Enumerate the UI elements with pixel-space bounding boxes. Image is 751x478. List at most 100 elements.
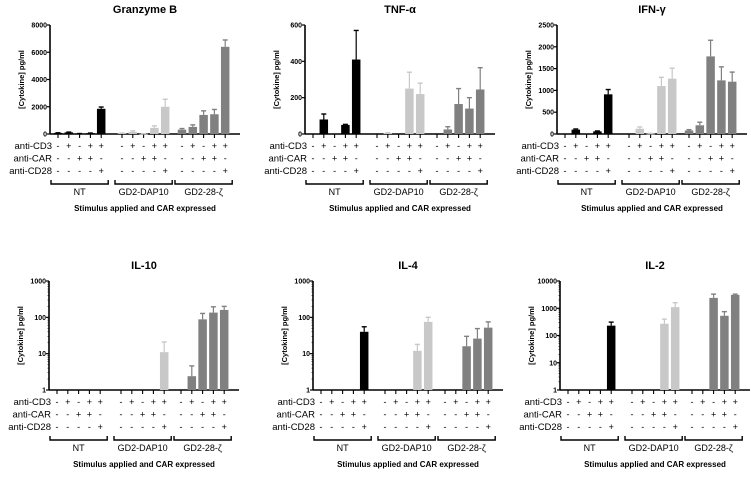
y-axis-label: [Cytokine] pg/ml (17, 50, 26, 109)
condition-sign: - (57, 141, 60, 151)
condition-sign: - (322, 166, 325, 176)
condition-sign: + (475, 410, 480, 420)
group-bracket (377, 436, 436, 441)
condition-sign: + (576, 397, 581, 407)
y-tick-label: 100 (298, 315, 310, 322)
condition-sign: + (87, 397, 92, 407)
group-label: NT (581, 187, 593, 197)
condition-sign: - (190, 410, 193, 420)
condition-sign: - (446, 154, 449, 164)
condition-sign: - (701, 422, 704, 432)
condition-label: anti-CD28 (516, 166, 559, 177)
condition-sign: + (141, 154, 146, 164)
condition-sign: - (405, 397, 408, 407)
condition-sign: - (652, 397, 655, 407)
condition-sign: + (404, 410, 409, 420)
condition-sign: + (88, 141, 93, 151)
condition-sign: - (585, 141, 588, 151)
condition-sign: - (78, 141, 81, 151)
condition-sign: - (78, 166, 81, 176)
condition-sign: - (567, 410, 570, 420)
y-axis-label: [Cytokine] pg/ml (280, 306, 289, 365)
condition-sign: + (637, 141, 642, 151)
group-label: GD2-DAP10 (382, 443, 432, 453)
condition-label: anti-CD28 (264, 166, 307, 177)
bar (606, 325, 616, 390)
condition-sign: - (191, 166, 194, 176)
condition-sign: - (121, 166, 124, 176)
condition-sign: + (609, 397, 614, 407)
bar (657, 86, 666, 134)
group-bracket (305, 180, 364, 185)
condition-label: anti-CAR (276, 410, 315, 421)
group-bracket (437, 436, 496, 441)
condition-sign: - (142, 166, 145, 176)
condition-sign: - (131, 154, 134, 164)
condition-sign: - (320, 410, 323, 420)
condition-sign: - (384, 397, 387, 407)
condition-label: anti-CAR (523, 410, 562, 421)
condition-sign: - (344, 166, 347, 176)
condition-sign: + (464, 410, 469, 420)
condition-sign: + (730, 166, 735, 176)
condition-sign: - (663, 422, 666, 432)
condition-sign: + (351, 397, 356, 407)
condition-sign: + (98, 422, 103, 432)
condition-sign: - (564, 141, 567, 151)
condition-sign: - (638, 166, 641, 176)
bar (717, 80, 726, 134)
condition-sign: - (376, 141, 379, 151)
condition-label: anti-CD3 (278, 397, 316, 408)
condition-sign: - (631, 410, 634, 420)
bar (571, 129, 581, 134)
bar (383, 133, 393, 134)
condition-sign: + (321, 141, 326, 151)
condition-sign: - (181, 166, 184, 176)
condition-sign: - (181, 141, 184, 151)
chart-panel-il-10: IL-10 1 10 100 1000 [Cytokine] pg/ml anti-CD3 -… (8, 260, 239, 469)
condition-sign: + (722, 410, 727, 420)
condition-sign: + (343, 154, 348, 164)
condition-sign: - (436, 154, 439, 164)
x-axis-label: Stimulus applied and CAR expressed (584, 460, 726, 469)
condition-sign: + (200, 410, 205, 420)
condition-sign: - (180, 410, 183, 420)
x-axis-label: Stimulus applied and CAR expressed (329, 204, 471, 213)
condition-sign: + (343, 141, 348, 151)
condition-sign: + (651, 410, 656, 420)
condition-sign: + (190, 141, 195, 151)
group-bracket (557, 180, 616, 185)
condition-sign: - (468, 166, 471, 176)
bar (730, 294, 740, 390)
condition-sign: + (189, 397, 194, 407)
bar (159, 352, 169, 390)
condition-sign: - (731, 154, 734, 164)
bar (187, 376, 197, 390)
condition-sign: + (418, 166, 423, 176)
condition-sign: - (152, 422, 155, 432)
condition-sign: - (191, 154, 194, 164)
group-label: GD2-DAP10 (626, 187, 676, 197)
condition-sign: - (709, 166, 712, 176)
y-tick-label: 1 (42, 388, 46, 395)
condition-sign: + (426, 397, 431, 407)
condition-sign: - (320, 422, 323, 432)
condition-sign: - (121, 141, 124, 151)
chart-title: TNF-α (384, 4, 416, 16)
group-bracket (684, 436, 743, 441)
condition-sign: - (363, 410, 366, 420)
condition-sign: - (457, 166, 460, 176)
group-bracket (173, 436, 232, 441)
condition-sign: - (88, 422, 91, 432)
condition-sign: - (201, 397, 204, 407)
y-tick-label: 1 (553, 388, 557, 395)
condition-sign: - (190, 422, 193, 432)
condition-sign: + (426, 422, 431, 432)
y-tick-label: 2000 (31, 104, 47, 111)
condition-sign: - (312, 154, 315, 164)
condition-sign: + (152, 154, 157, 164)
condition-sign: - (224, 154, 227, 164)
condition-sign: + (659, 154, 664, 164)
condition-sign: - (120, 410, 123, 420)
